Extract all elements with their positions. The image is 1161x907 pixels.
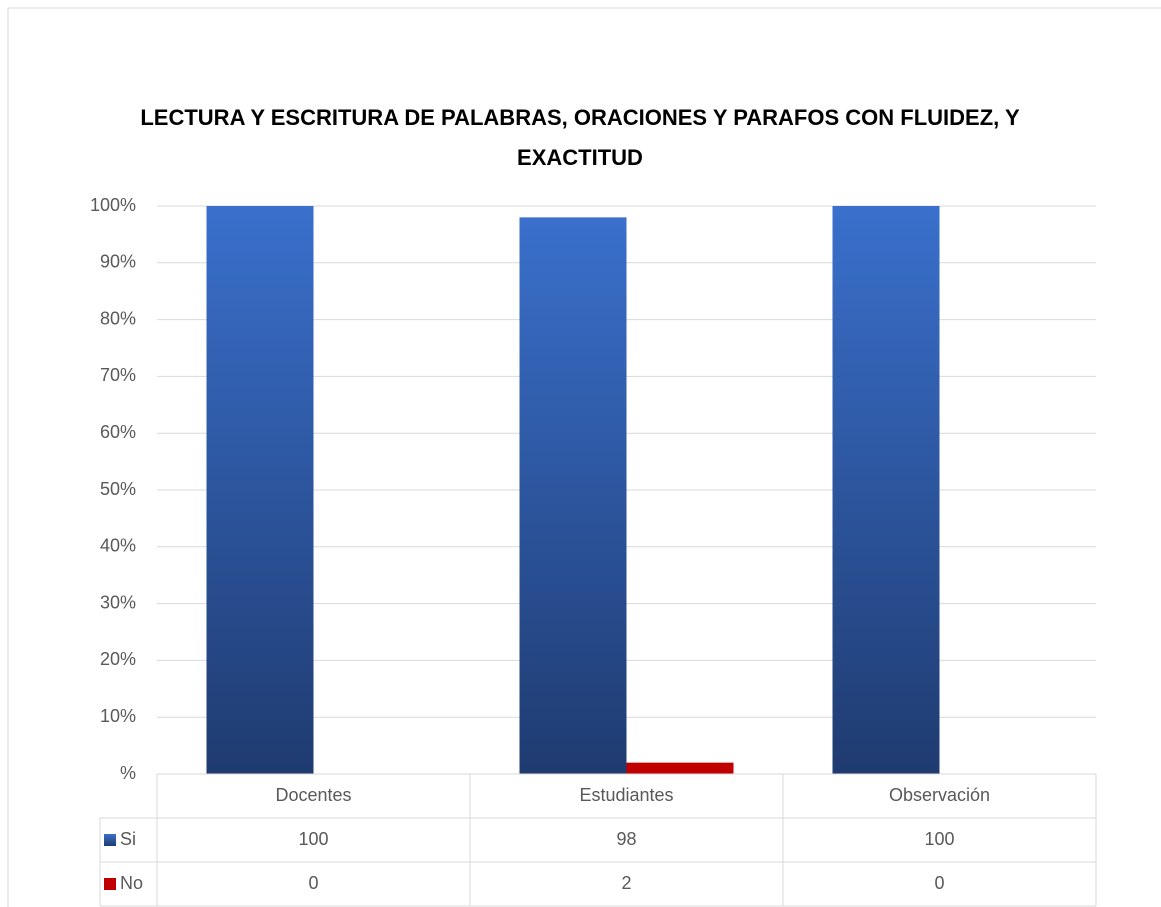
legend-key [104, 878, 116, 890]
y-tick-label: 20% [100, 649, 136, 669]
x-tick-label: Docentes [275, 785, 351, 805]
chart-title: LECTURA Y ESCRITURA DE PALABRAS, ORACION… [140, 105, 1020, 170]
table-value: 100 [924, 829, 954, 849]
y-tick-label: 60% [100, 422, 136, 442]
table-value: 98 [616, 829, 636, 849]
bar [832, 206, 940, 774]
table-value: 100 [298, 829, 328, 849]
y-tick-label: 100% [90, 195, 136, 215]
legend-label: No [120, 873, 143, 893]
y-tick-label: % [120, 763, 136, 783]
table-value: 0 [308, 873, 318, 893]
bar [626, 762, 734, 774]
y-tick-label: 80% [100, 308, 136, 328]
bar [519, 217, 627, 775]
y-tick-label: 50% [100, 479, 136, 499]
y-tick-label: 30% [100, 592, 136, 612]
table-value: 2 [621, 873, 631, 893]
y-tick-label: 70% [100, 365, 136, 385]
y-tick-label: 10% [100, 706, 136, 726]
legend-key [104, 834, 116, 846]
bar [206, 206, 314, 774]
y-tick-label: 90% [100, 252, 136, 272]
legend-label: Si [120, 829, 136, 849]
y-tick-label: 40% [100, 536, 136, 556]
x-tick-label: Estudiantes [579, 785, 673, 805]
x-tick-label: Observación [889, 785, 990, 805]
table-value: 0 [934, 873, 944, 893]
